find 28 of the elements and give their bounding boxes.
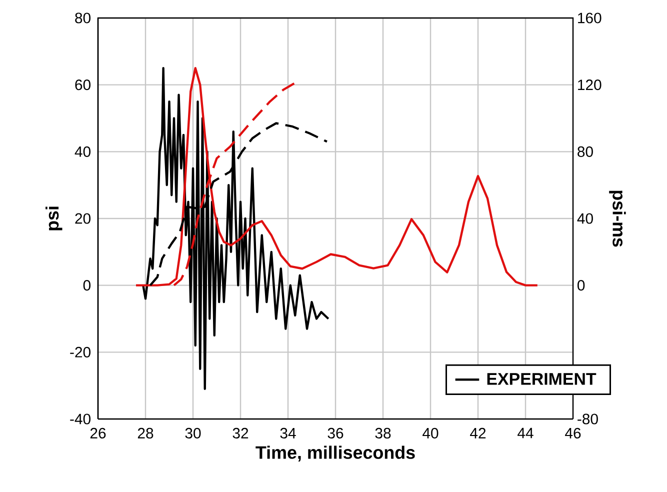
- y-tick-label: 60: [75, 80, 90, 90]
- y2-tick-label: 120: [578, 80, 602, 90]
- y2-axis-title: psi-ms: [609, 190, 626, 247]
- x-tick-label: 34: [280, 428, 296, 438]
- y-axis-title: psi: [46, 206, 62, 230]
- x-axis-title: Time, milliseconds: [256, 446, 415, 462]
- y-tick-label: -40: [70, 414, 90, 424]
- y2-tick-label: 0: [578, 280, 585, 291]
- y-tick-label: 40: [74, 146, 90, 157]
- x-tick-label: 42: [470, 428, 486, 438]
- x-tick-label: 38: [375, 428, 391, 438]
- x-tick-label: 36: [328, 428, 344, 438]
- x-tick-label: 32: [232, 428, 248, 438]
- y-tick-label: 20: [75, 213, 90, 224]
- x-tick-label: 40: [422, 428, 438, 438]
- legend-label: EXPERIMENT: [487, 373, 596, 385]
- x-tick-label: 44: [518, 428, 534, 438]
- y2-tick-label: -80: [578, 414, 598, 424]
- y-tick-label: -20: [70, 346, 90, 358]
- x-tick-label: 28: [138, 428, 154, 438]
- y-tick-label: 80: [75, 12, 90, 24]
- y2-tick-label: 160: [578, 12, 602, 24]
- x-tick-label: 30: [185, 428, 201, 438]
- y-tick-label: 0: [83, 280, 90, 291]
- y2-tick-label: 40: [577, 213, 593, 224]
- x-tick-label: 46: [565, 428, 581, 438]
- y2-tick-label: 80: [578, 146, 593, 157]
- x-tick-label: 26: [90, 428, 106, 438]
